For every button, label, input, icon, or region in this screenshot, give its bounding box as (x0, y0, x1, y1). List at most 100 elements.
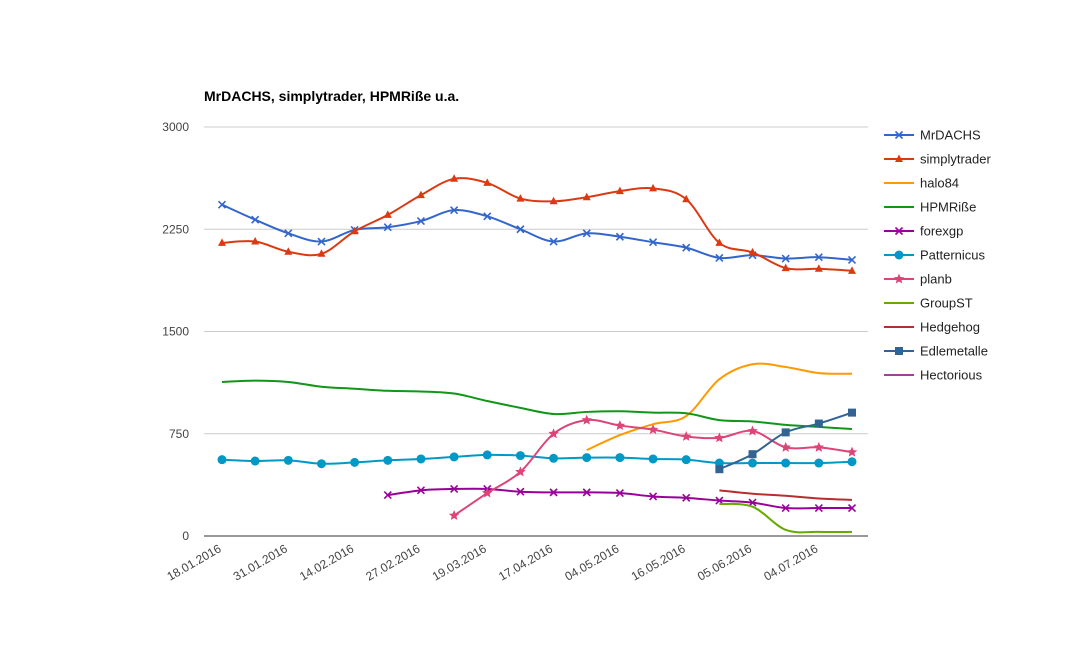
data-point (416, 190, 425, 199)
data-point (614, 420, 626, 431)
data-point (648, 238, 658, 247)
legend-label: halo84 (920, 176, 959, 191)
data-point (781, 254, 790, 263)
y-tick-label: 3000 (162, 120, 189, 134)
data-point (284, 247, 293, 255)
data-point (217, 200, 227, 209)
data-point (549, 196, 558, 205)
data-point (615, 453, 625, 463)
x-tick-label: 04.07.2016 (761, 541, 820, 583)
data-point (582, 192, 591, 201)
data-point (682, 243, 691, 252)
legend-marker (894, 226, 904, 236)
data-point (515, 466, 526, 477)
series-mrdachs (217, 200, 857, 264)
x-tick-label: 31.01.2016 (231, 541, 290, 583)
gridlines (204, 126, 868, 537)
data-point (615, 186, 624, 195)
data-point (648, 492, 658, 501)
data-point (615, 488, 624, 498)
data-point (416, 217, 426, 226)
legend-item: halo84 (884, 176, 959, 191)
legend-label: Patternicus (920, 248, 986, 263)
series-forexgp (383, 484, 857, 513)
data-point (448, 510, 460, 520)
series-line (221, 177, 853, 272)
data-point (715, 238, 724, 246)
data-point (284, 229, 293, 238)
data-point (814, 253, 823, 262)
data-point (748, 247, 757, 256)
data-point (549, 488, 558, 497)
legend-marker (894, 130, 904, 140)
series-line (221, 453, 853, 465)
chart-title: MrDACHS, simplytrader, HPMRiße u.a. (204, 88, 459, 104)
data-point (449, 452, 459, 462)
data-point (813, 441, 825, 452)
series-simplytrader (218, 174, 856, 274)
data-point (383, 223, 392, 232)
data-point (648, 454, 658, 464)
data-point (814, 264, 823, 272)
legend-label: simplytrader (920, 152, 991, 167)
legend-item: Hectorious (884, 368, 983, 383)
data-point (582, 453, 592, 463)
data-point (251, 237, 260, 245)
x-tick-label: 05.06.2016 (695, 541, 754, 583)
data-point (780, 441, 791, 452)
x-tick-label: 16.05.2016 (629, 541, 688, 583)
data-point (483, 178, 492, 186)
x-tick-label: 27.02.2016 (363, 541, 422, 583)
data-point (217, 455, 227, 465)
legend-label: GroupST (920, 296, 973, 311)
series-planb (448, 414, 858, 520)
data-point (781, 458, 791, 468)
data-point (218, 238, 226, 246)
legend-item: Patternicus (884, 248, 986, 263)
data-point (715, 496, 724, 505)
legend-label: forexgp (920, 224, 963, 239)
legend-item: GroupST (884, 296, 973, 311)
data-point (649, 183, 658, 192)
legend-label: HPMRiße (920, 200, 976, 215)
series-line (221, 379, 853, 430)
data-point (350, 457, 360, 467)
x-tick-label: 18.01.2016 (164, 541, 223, 583)
legend-item: Hedgehog (884, 320, 980, 335)
data-point (516, 487, 525, 496)
data-point (482, 450, 492, 460)
data-point (450, 484, 459, 494)
data-point (680, 430, 692, 441)
data-point (847, 503, 857, 513)
data-point (251, 215, 260, 224)
y-tick-label: 0 (182, 529, 189, 543)
data-point (748, 458, 758, 468)
data-point (582, 488, 591, 497)
data-point (846, 446, 858, 457)
data-point (416, 454, 426, 464)
data-point (516, 194, 525, 202)
data-point (383, 455, 393, 465)
series-line (586, 362, 853, 452)
y-tick-label: 2250 (162, 222, 189, 236)
data-point (814, 458, 824, 468)
legend-marker (893, 273, 905, 284)
legend-label: MrDACHS (920, 128, 981, 143)
data-point (316, 459, 326, 469)
series-hedgehog (719, 489, 853, 501)
data-point (682, 493, 691, 502)
data-point (715, 253, 724, 262)
legend-item: forexgp (884, 224, 963, 239)
series-edlemetalle (715, 408, 856, 474)
data-point (615, 232, 624, 241)
legend-label: Edlemetalle (920, 344, 988, 359)
y-axis: 0 750 1500 2250 3000 (162, 120, 189, 543)
data-point (416, 486, 426, 495)
series-halo84 (586, 362, 853, 452)
data-point (747, 425, 758, 436)
legend-label: Hedgehog (920, 320, 980, 335)
series-groupst (719, 502, 853, 534)
legend-marker (895, 347, 903, 355)
legend-item: MrDACHS (884, 128, 981, 143)
data-point (548, 428, 559, 439)
